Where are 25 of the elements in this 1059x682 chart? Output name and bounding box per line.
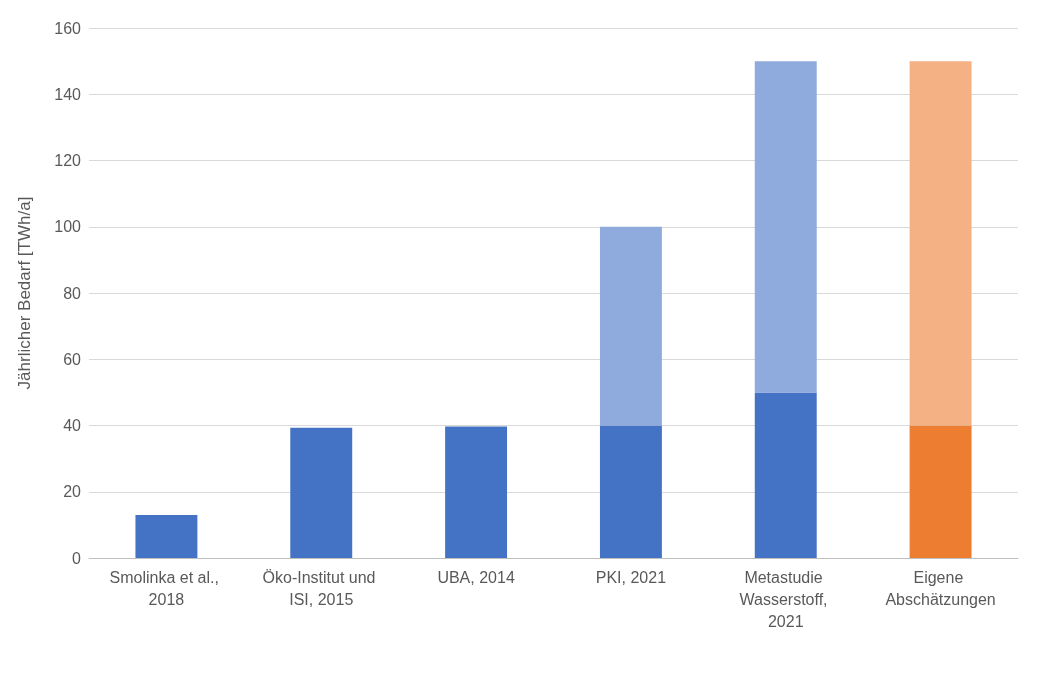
y-tick-label: 60 — [63, 350, 82, 368]
y-tick-label: 140 — [54, 85, 82, 103]
bar — [754, 392, 817, 558]
bar — [909, 425, 972, 558]
bar — [445, 426, 508, 558]
bar — [135, 514, 198, 558]
y-tick-label: 40 — [63, 417, 82, 434]
x-tick-label: PKI, 2021 — [595, 568, 667, 586]
y-tick-label: 100 — [54, 218, 82, 236]
y-tick-label: 80 — [63, 284, 82, 302]
bar — [599, 226, 662, 426]
bar — [290, 427, 353, 558]
y-tick-label: 0 — [72, 549, 82, 567]
y-axis-title: Jährlicher Bedarf [TWh/a] — [15, 196, 34, 390]
y-tick-label: 20 — [63, 483, 82, 501]
bar — [754, 61, 817, 393]
x-tick-label: UBA, 2014 — [437, 568, 515, 586]
x-tick-label: Eigene Abschätzungen — [885, 568, 996, 608]
y-tick-label: 160 — [54, 19, 82, 37]
x-tick-label: Metastudie Wasserstoff, 2021 — [739, 568, 832, 630]
x-tick-label: Smolinka et al., 2018 — [109, 568, 224, 608]
x-tick-label: Öko-Institut und ISI, 2015 — [262, 568, 380, 608]
bar — [599, 425, 662, 558]
bar — [909, 61, 972, 426]
y-tick-label: 120 — [54, 152, 82, 169]
